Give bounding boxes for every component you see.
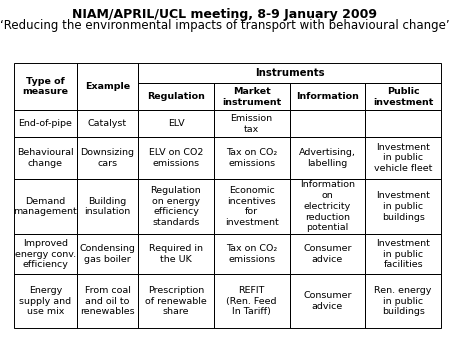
- Text: Economic
incentives
for
investment: Economic incentives for investment: [225, 186, 279, 227]
- Text: From coal
and oil to
renewables: From coal and oil to renewables: [80, 286, 135, 316]
- Bar: [138, 63, 441, 83]
- Bar: [14, 234, 77, 274]
- Bar: [214, 274, 289, 328]
- Bar: [138, 274, 214, 328]
- Text: Prescription
of renewable
share: Prescription of renewable share: [145, 286, 207, 316]
- Bar: [365, 274, 441, 328]
- Text: Ren. energy
in public
buildings: Ren. energy in public buildings: [374, 286, 432, 316]
- Bar: [214, 110, 289, 137]
- Text: Required in
the UK: Required in the UK: [149, 244, 203, 264]
- Bar: [138, 137, 214, 179]
- Text: Emission
tax: Emission tax: [230, 114, 273, 134]
- Text: Investment
in public
facilities: Investment in public facilities: [376, 239, 430, 269]
- Text: Tax on CO₂
emissions: Tax on CO₂ emissions: [226, 244, 277, 264]
- Text: Regulation
on energy
efficiency
standards: Regulation on energy efficiency standard…: [151, 186, 201, 227]
- Bar: [365, 110, 441, 137]
- Bar: [365, 234, 441, 274]
- Text: Information: Information: [296, 92, 359, 101]
- Bar: [138, 110, 214, 137]
- Bar: [214, 137, 289, 179]
- Text: Demand
management: Demand management: [14, 196, 77, 216]
- Bar: [77, 63, 138, 110]
- Text: Consumer
advice: Consumer advice: [303, 244, 351, 264]
- Text: ‘Reducing the environmental impacts of transport with behavioural change’: ‘Reducing the environmental impacts of t…: [0, 19, 450, 31]
- Bar: [14, 137, 77, 179]
- Bar: [77, 274, 138, 328]
- Text: Market
instrument: Market instrument: [222, 87, 281, 107]
- Text: Condensing
gas boiler: Condensing gas boiler: [80, 244, 135, 264]
- Text: Improved
energy conv.
efficiency: Improved energy conv. efficiency: [15, 239, 76, 269]
- Text: End-of-pipe: End-of-pipe: [18, 119, 72, 128]
- Bar: [289, 83, 365, 110]
- Text: ELV on CO2
emissions: ELV on CO2 emissions: [149, 148, 203, 168]
- Bar: [365, 179, 441, 234]
- Text: Behavioural
change: Behavioural change: [17, 148, 73, 168]
- Text: Instruments: Instruments: [255, 68, 324, 78]
- Bar: [138, 179, 214, 234]
- Text: Investment
in public
vehicle fleet: Investment in public vehicle fleet: [374, 143, 432, 173]
- Text: Public
investment: Public investment: [373, 87, 433, 107]
- Text: Investment
in public
buildings: Investment in public buildings: [376, 191, 430, 222]
- Bar: [14, 274, 77, 328]
- Bar: [77, 110, 138, 137]
- Text: Example: Example: [85, 82, 130, 91]
- Bar: [214, 234, 289, 274]
- Text: Tax on CO₂
emissions: Tax on CO₂ emissions: [226, 148, 277, 168]
- Text: Advertising,
labelling: Advertising, labelling: [299, 148, 356, 168]
- Bar: [289, 234, 365, 274]
- Bar: [77, 137, 138, 179]
- Bar: [365, 137, 441, 179]
- Text: NIAM/APRIL/UCL meeting, 8-9 January 2009: NIAM/APRIL/UCL meeting, 8-9 January 2009: [72, 8, 378, 21]
- Bar: [77, 179, 138, 234]
- Bar: [138, 83, 214, 110]
- Text: ELV: ELV: [168, 119, 184, 128]
- Text: Downsizing
cars: Downsizing cars: [81, 148, 135, 168]
- Text: Energy
supply and
use mix: Energy supply and use mix: [19, 286, 71, 316]
- Bar: [289, 110, 365, 137]
- Bar: [289, 137, 365, 179]
- Text: Consumer
advice: Consumer advice: [303, 291, 351, 311]
- Text: REFIT
(Ren. Feed
In Tariff): REFIT (Ren. Feed In Tariff): [226, 286, 277, 316]
- Text: Information
on
electricity
reduction
potential: Information on electricity reduction pot…: [300, 180, 355, 233]
- Bar: [289, 274, 365, 328]
- Bar: [77, 234, 138, 274]
- Text: Catalyst: Catalyst: [88, 119, 127, 128]
- Text: Building
insulation: Building insulation: [85, 196, 130, 216]
- Bar: [14, 63, 77, 110]
- Bar: [365, 83, 441, 110]
- Bar: [214, 179, 289, 234]
- Bar: [138, 234, 214, 274]
- Bar: [14, 179, 77, 234]
- Bar: [214, 83, 289, 110]
- Text: Type of
measure: Type of measure: [22, 77, 68, 96]
- Text: Regulation: Regulation: [147, 92, 205, 101]
- Bar: [14, 110, 77, 137]
- Bar: [289, 179, 365, 234]
